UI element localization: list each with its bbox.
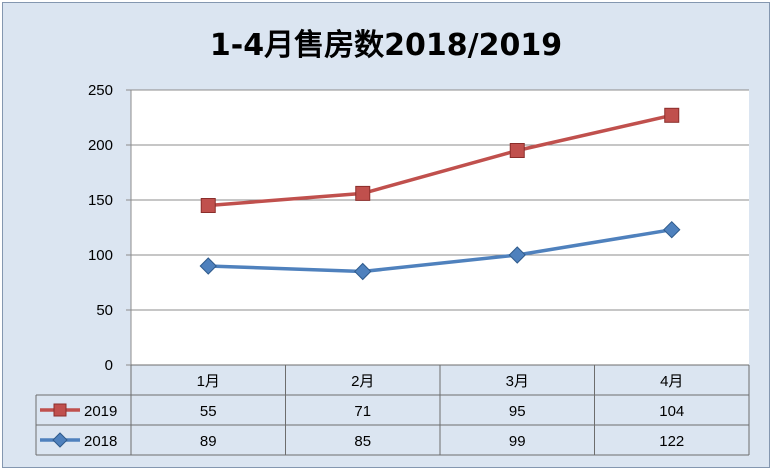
- legend-key-marker: [52, 432, 68, 448]
- y-tick-label: 250: [88, 82, 113, 99]
- table-cell: 95: [509, 403, 526, 420]
- legend-label: 2019: [84, 403, 117, 420]
- data-point-2019: [200, 198, 216, 213]
- x-tick-label: 4月: [660, 373, 683, 390]
- data-point-2019: [509, 143, 525, 158]
- plot-area: [131, 90, 749, 365]
- y-tick-label: 50: [96, 302, 113, 319]
- data-point-2018: [508, 246, 526, 264]
- table-cell: 89: [200, 433, 217, 450]
- table-cell: 55: [200, 403, 217, 420]
- chart-title: 1-4月售房数2018/2019: [209, 28, 563, 63]
- table-cell: 71: [354, 403, 371, 420]
- series-line-2018: [208, 227, 673, 274]
- data-point-2018: [199, 257, 217, 275]
- data-point-2018: [354, 262, 372, 281]
- table-cell: 85: [354, 433, 371, 450]
- data-point-2018: [663, 220, 681, 239]
- data-point-2019: [664, 107, 680, 123]
- series-line-2019: [208, 113, 673, 208]
- x-tick-label: 2月: [351, 373, 374, 390]
- y-tick-label: 100: [88, 247, 113, 264]
- x-tick-label: 1月: [197, 373, 220, 390]
- table-cell: 104: [659, 403, 684, 420]
- y-tick-label: 200: [88, 137, 113, 154]
- table-cell: 122: [659, 433, 684, 450]
- legend-label: 2018: [84, 433, 117, 450]
- data-point-2019: [355, 185, 371, 201]
- x-tick-label: 3月: [506, 373, 529, 390]
- legend-key-marker: [53, 403, 67, 417]
- y-tick-label: 0: [105, 357, 113, 374]
- table-cell: 99: [509, 433, 526, 450]
- y-tick-label: 150: [88, 192, 113, 209]
